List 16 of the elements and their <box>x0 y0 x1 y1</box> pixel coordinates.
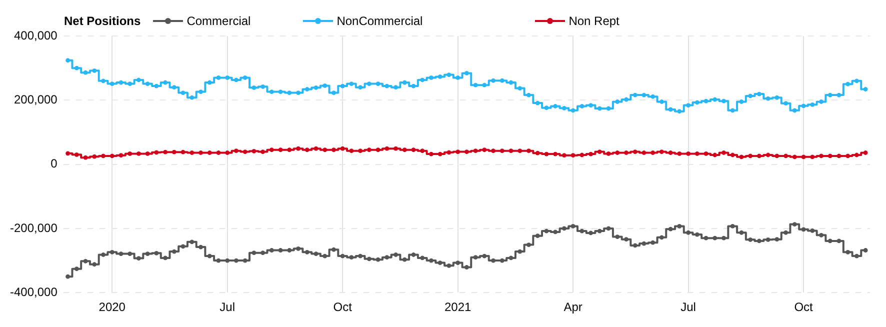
x-tick-label: Jul <box>680 300 696 314</box>
x-tick-label: Oct <box>333 300 353 314</box>
y-tick-label: 200,000 <box>14 92 58 106</box>
y-tick-label: 0 <box>50 156 58 171</box>
y-tick-label: 400,000 <box>14 28 58 42</box>
x-tick-label: Oct <box>794 300 814 314</box>
y-tick-label: -200,000 <box>10 220 58 235</box>
legend-title: Net Positions <box>64 14 141 28</box>
x-tick-label: 2021 <box>444 300 472 314</box>
x-tick-label: 2020 <box>98 300 126 314</box>
x-tick-label: Jul <box>220 300 236 314</box>
legend-label: NonCommercial <box>336 14 423 28</box>
x-tick-label: Apr <box>564 300 582 314</box>
legend-label: Commercial <box>186 14 251 28</box>
y-tick-label: -400,000 <box>10 284 58 299</box>
legend-label: Non Rept <box>568 14 620 28</box>
